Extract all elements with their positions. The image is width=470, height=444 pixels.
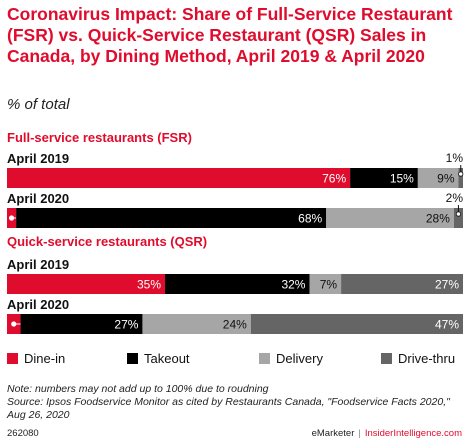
data-label: 2% — [446, 191, 464, 205]
data-label: 27% — [114, 318, 138, 332]
bar-segment — [341, 274, 463, 294]
row-label: April 2019 — [7, 151, 69, 166]
bar-segment — [7, 168, 351, 188]
bar-segment — [350, 168, 418, 188]
bar-segment — [165, 274, 310, 294]
insider-intelligence-credit: InsiderIntelligence.com — [364, 428, 462, 439]
data-label: 35% — [137, 278, 161, 292]
data-label: 32% — [281, 278, 305, 292]
group-label: Full-service restaurants (FSR) — [7, 130, 192, 145]
callout-dot — [458, 171, 464, 177]
data-label: 28% — [426, 212, 450, 226]
credit-line: eMarketer | InsiderIntelligence.com — [312, 428, 462, 439]
legend-label: Dine-in — [24, 351, 65, 366]
legend-label: Takeout — [144, 351, 190, 366]
bar-segment — [458, 168, 463, 188]
bar-segment — [417, 168, 459, 188]
callout-dot — [455, 211, 462, 217]
stacked-bar-chart: Full-service restaurants (FSR) April 2019… — [7, 130, 464, 366]
row-label: April 2020 — [7, 297, 69, 312]
group-label: Quick-service restaurants (QSR) — [7, 234, 207, 249]
data-label: 27% — [435, 278, 459, 292]
chart-title: Coronavirus Impact: Share of Full-Servic… — [7, 4, 453, 66]
bar-segment — [250, 314, 463, 334]
chart-subtitle: % of total — [7, 96, 70, 113]
data-label: 7% — [320, 278, 338, 292]
data-label: 15% — [390, 172, 414, 186]
callout-dot — [11, 321, 17, 327]
bar-segment — [142, 314, 251, 334]
data-label: 47% — [435, 318, 459, 332]
legend-swatch — [259, 353, 270, 364]
row-label: April 2019 — [7, 257, 69, 272]
chart-id: 262080 — [7, 428, 39, 439]
bar-segment — [20, 314, 143, 334]
data-label: 76% — [322, 172, 346, 186]
data-label: 24% — [223, 318, 247, 332]
legend-label: Delivery — [276, 351, 323, 366]
legend-label: Drive-thru — [398, 351, 455, 366]
bar-segment — [453, 208, 463, 228]
row-label: April 2020 — [7, 191, 69, 206]
bar-segment — [16, 208, 327, 228]
bar-segment — [326, 208, 454, 228]
bar-segment — [7, 274, 166, 294]
footnote-source: Source: Ipsos Foodservice Monitor as cit… — [7, 396, 450, 421]
data-label: 1% — [446, 151, 464, 165]
data-label: 68% — [298, 212, 322, 226]
legend-swatch — [381, 353, 392, 364]
data-label: 9% — [437, 172, 455, 186]
credit-separator: | — [358, 428, 361, 439]
bar-segment — [309, 274, 342, 294]
emarketer-credit: eMarketer — [311, 428, 355, 439]
footnote-note: Note: numbers may not add up to 100% due… — [7, 383, 269, 395]
legend-swatch — [7, 353, 18, 364]
legend-swatch — [127, 353, 138, 364]
callout-dot — [8, 215, 15, 221]
